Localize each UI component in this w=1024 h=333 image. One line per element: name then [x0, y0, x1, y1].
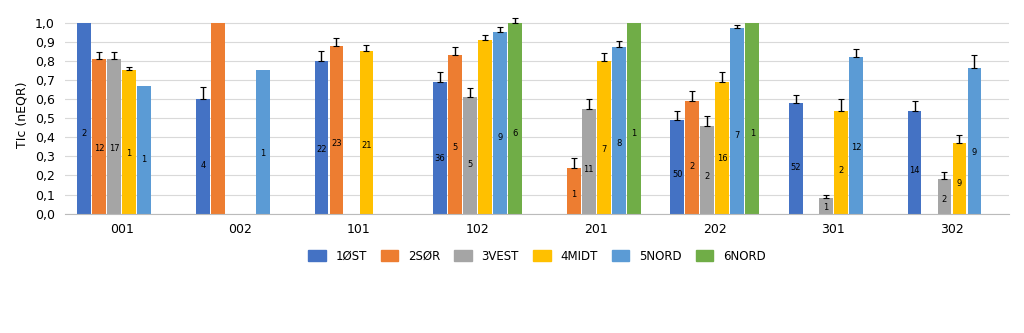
Bar: [137, 86, 152, 214]
Bar: [211, 23, 224, 214]
Bar: [968, 69, 981, 214]
Text: 36: 36: [434, 154, 445, 163]
Text: 1: 1: [127, 149, 132, 158]
Bar: [849, 57, 863, 214]
Bar: [359, 51, 374, 214]
Text: 52: 52: [791, 163, 801, 171]
Text: 16: 16: [717, 154, 728, 163]
Bar: [671, 120, 684, 214]
Bar: [745, 23, 759, 214]
Bar: [700, 126, 714, 214]
Bar: [449, 55, 462, 214]
Text: 4: 4: [201, 161, 206, 170]
Bar: [730, 28, 744, 214]
Bar: [716, 82, 729, 214]
Legend: 1ØST, 2SØR, 3VEST, 4MIDT, 5NORD, 6NORD: 1ØST, 2SØR, 3VEST, 4MIDT, 5NORD, 6NORD: [303, 245, 770, 267]
Bar: [685, 101, 699, 214]
Text: 1: 1: [823, 203, 828, 212]
Bar: [907, 111, 922, 214]
Text: 12: 12: [851, 144, 861, 153]
Text: 8: 8: [615, 140, 622, 149]
Text: 9: 9: [956, 179, 963, 188]
Bar: [508, 23, 522, 214]
Text: 2: 2: [942, 195, 947, 204]
Text: 9: 9: [972, 148, 977, 157]
Bar: [582, 109, 596, 214]
Text: 1: 1: [571, 190, 577, 199]
Text: 6: 6: [512, 129, 518, 138]
Y-axis label: TIc (nEQR): TIc (nEQR): [15, 81, 28, 148]
Bar: [122, 70, 136, 214]
Bar: [494, 32, 507, 214]
Bar: [256, 70, 269, 214]
Bar: [834, 111, 848, 214]
Bar: [196, 99, 210, 214]
Bar: [627, 23, 640, 214]
Bar: [108, 59, 121, 214]
Text: 11: 11: [584, 165, 594, 174]
Bar: [433, 82, 446, 214]
Bar: [938, 179, 951, 214]
Text: 9: 9: [498, 133, 503, 142]
Bar: [952, 143, 967, 214]
Bar: [463, 97, 477, 214]
Text: 2: 2: [705, 172, 710, 181]
Text: 50: 50: [672, 170, 683, 179]
Text: 1: 1: [260, 149, 265, 158]
Bar: [566, 168, 581, 214]
Text: 2: 2: [689, 162, 695, 171]
Text: 5: 5: [453, 143, 458, 152]
Bar: [478, 40, 492, 214]
Bar: [597, 61, 610, 214]
Text: 7: 7: [734, 131, 740, 140]
Text: 21: 21: [361, 141, 372, 150]
Bar: [92, 59, 106, 214]
Text: 14: 14: [909, 166, 920, 175]
Text: 2: 2: [82, 129, 87, 138]
Bar: [790, 103, 803, 214]
Text: 22: 22: [316, 145, 327, 154]
Text: 7: 7: [601, 145, 606, 154]
Bar: [611, 48, 626, 214]
Text: 5: 5: [467, 160, 473, 169]
Bar: [78, 23, 91, 214]
Bar: [330, 46, 343, 214]
Text: 1: 1: [631, 129, 636, 138]
Bar: [819, 198, 833, 214]
Text: 17: 17: [109, 144, 120, 153]
Text: 1: 1: [141, 156, 146, 165]
Text: 12: 12: [94, 144, 104, 153]
Text: 23: 23: [331, 139, 342, 148]
Text: 1: 1: [750, 129, 755, 138]
Bar: [314, 61, 329, 214]
Text: 2: 2: [839, 166, 844, 175]
